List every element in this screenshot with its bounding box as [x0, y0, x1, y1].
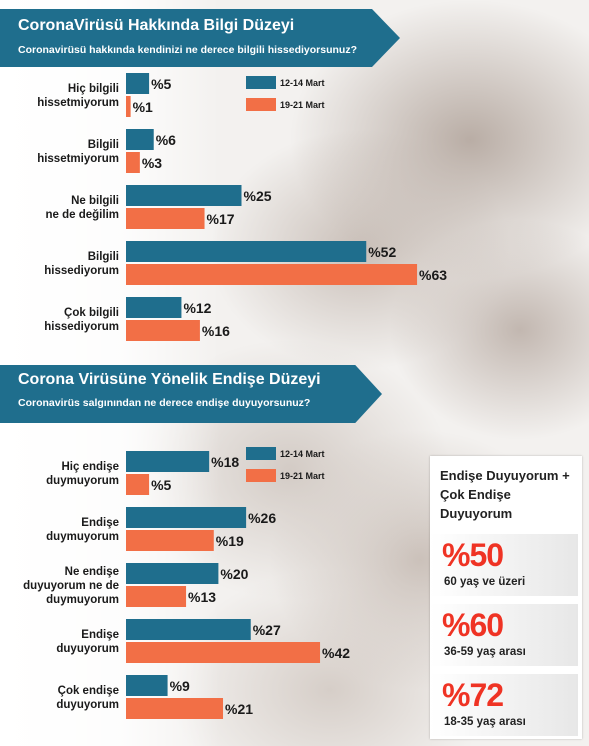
bar-value-label: %17 [207, 211, 235, 227]
bar [126, 507, 247, 528]
bar [126, 129, 154, 150]
category-label: duyuyorum [56, 699, 119, 711]
concern-banner: Corona Virüsüne Yönelik Endişe Düzeyi Co… [0, 365, 382, 423]
legend-label: 12-14 Mart [280, 78, 325, 88]
stat-box-36-59: %60 36-59 yaş arası [430, 604, 578, 666]
category-label: Endişe [81, 517, 119, 529]
category-label: hissetmiyorum [37, 153, 119, 165]
concern-subtitle: Coronavirüs salgınından ne derece endişe… [18, 397, 311, 409]
bar [126, 563, 219, 584]
category-label: duyuyorum ne de [23, 580, 119, 592]
bar [126, 451, 210, 472]
bar-value-label: %27 [253, 622, 281, 638]
bar-value-label: %25 [244, 188, 272, 204]
category-label: ne de değilim [46, 209, 120, 221]
legend-swatch [246, 469, 276, 482]
category-label: Bilgili [88, 251, 119, 263]
stat-desc: 60 yaş ve üzeri [444, 576, 526, 588]
stat-desc: 18-35 yaş arası [444, 716, 526, 728]
category-label: hissetmiyorum [37, 97, 119, 109]
category-label: Bilgili [88, 139, 119, 151]
stat-value: %60 [442, 607, 504, 643]
bar [126, 264, 418, 285]
bar [126, 642, 321, 663]
bar [126, 152, 140, 173]
category-label: duymuyorum [46, 594, 119, 606]
stat-value: %50 [442, 537, 504, 573]
bar [126, 297, 182, 318]
bar-value-label: %20 [220, 566, 248, 582]
category-label: Ne endişe [65, 566, 119, 578]
legend-label: 19-21 Mart [280, 100, 325, 110]
bar-value-label: %26 [248, 510, 276, 526]
bar-value-label: %3 [142, 155, 162, 171]
category-label: hissediyorum [44, 321, 119, 333]
category-label: hissediyorum [44, 265, 119, 277]
stat-value: %72 [442, 677, 504, 713]
category-label: duyuyorum [56, 643, 119, 655]
bar-value-label: %5 [151, 76, 171, 92]
category-label: duymuyorum [46, 531, 119, 543]
knowledge-banner: CoronaVirüsü Hakkında Bilgi Düzeyi Coron… [0, 9, 400, 67]
bar-value-label: %6 [156, 132, 176, 148]
knowledge-title: CoronaVirüsü Hakkında Bilgi Düzeyi [18, 17, 295, 34]
bar-value-label: %63 [419, 267, 447, 283]
stat-box-60-plus: %50 60 yaş ve üzeri [430, 534, 578, 596]
bar [126, 96, 131, 117]
stat-desc: 36-59 yaş arası [444, 646, 526, 658]
bar [126, 675, 168, 696]
bar-value-label: %21 [225, 701, 253, 717]
bar [126, 73, 150, 94]
bar [126, 185, 242, 206]
side-panel-title: Endişe Duyuyorum + Çok Endişe Duyuyorum [440, 468, 570, 521]
bar-value-label: %52 [368, 244, 396, 260]
knowledge-subtitle: Coronavirüsü hakkında kendinizi ne derec… [18, 44, 357, 56]
concern-title: Corona Virüsüne Yönelik Endişe Düzeyi [18, 371, 321, 388]
stat-box-18-35: %72 18-35 yaş arası [430, 674, 578, 736]
bar-value-label: %18 [211, 454, 239, 470]
bar-value-label: %13 [188, 589, 216, 605]
bar-value-label: %1 [133, 99, 153, 115]
category-label: Çok bilgili [64, 307, 119, 319]
legend-swatch [246, 447, 276, 460]
bar [126, 586, 187, 607]
bar-value-label: %42 [322, 645, 350, 661]
category-label: Endişe [81, 629, 119, 641]
legend-swatch [246, 76, 276, 89]
legend-swatch [246, 98, 276, 111]
bar [126, 208, 205, 229]
legend-label: 19-21 Mart [280, 471, 325, 481]
bar [126, 320, 200, 341]
category-label: Hiç endişe [61, 461, 119, 473]
bar [126, 241, 367, 262]
bar [126, 474, 150, 495]
bar [126, 619, 251, 640]
bar-value-label: %5 [151, 477, 171, 493]
category-label: Hiç bilgili [68, 83, 119, 95]
category-label: Çok endişe [58, 685, 119, 697]
category-label: duymuyorum [46, 475, 119, 487]
legend-label: 12-14 Mart [280, 449, 325, 459]
bar-value-label: %12 [183, 300, 211, 316]
category-label: Ne bilgili [71, 195, 119, 207]
bar [126, 698, 224, 719]
bar-value-label: %19 [216, 533, 244, 549]
bar [126, 530, 214, 551]
side-panel: Endişe Duyuyorum + Çok Endişe Duyuyorum … [430, 456, 582, 739]
bar-value-label: %16 [202, 323, 230, 339]
bar-value-label: %9 [170, 678, 190, 694]
